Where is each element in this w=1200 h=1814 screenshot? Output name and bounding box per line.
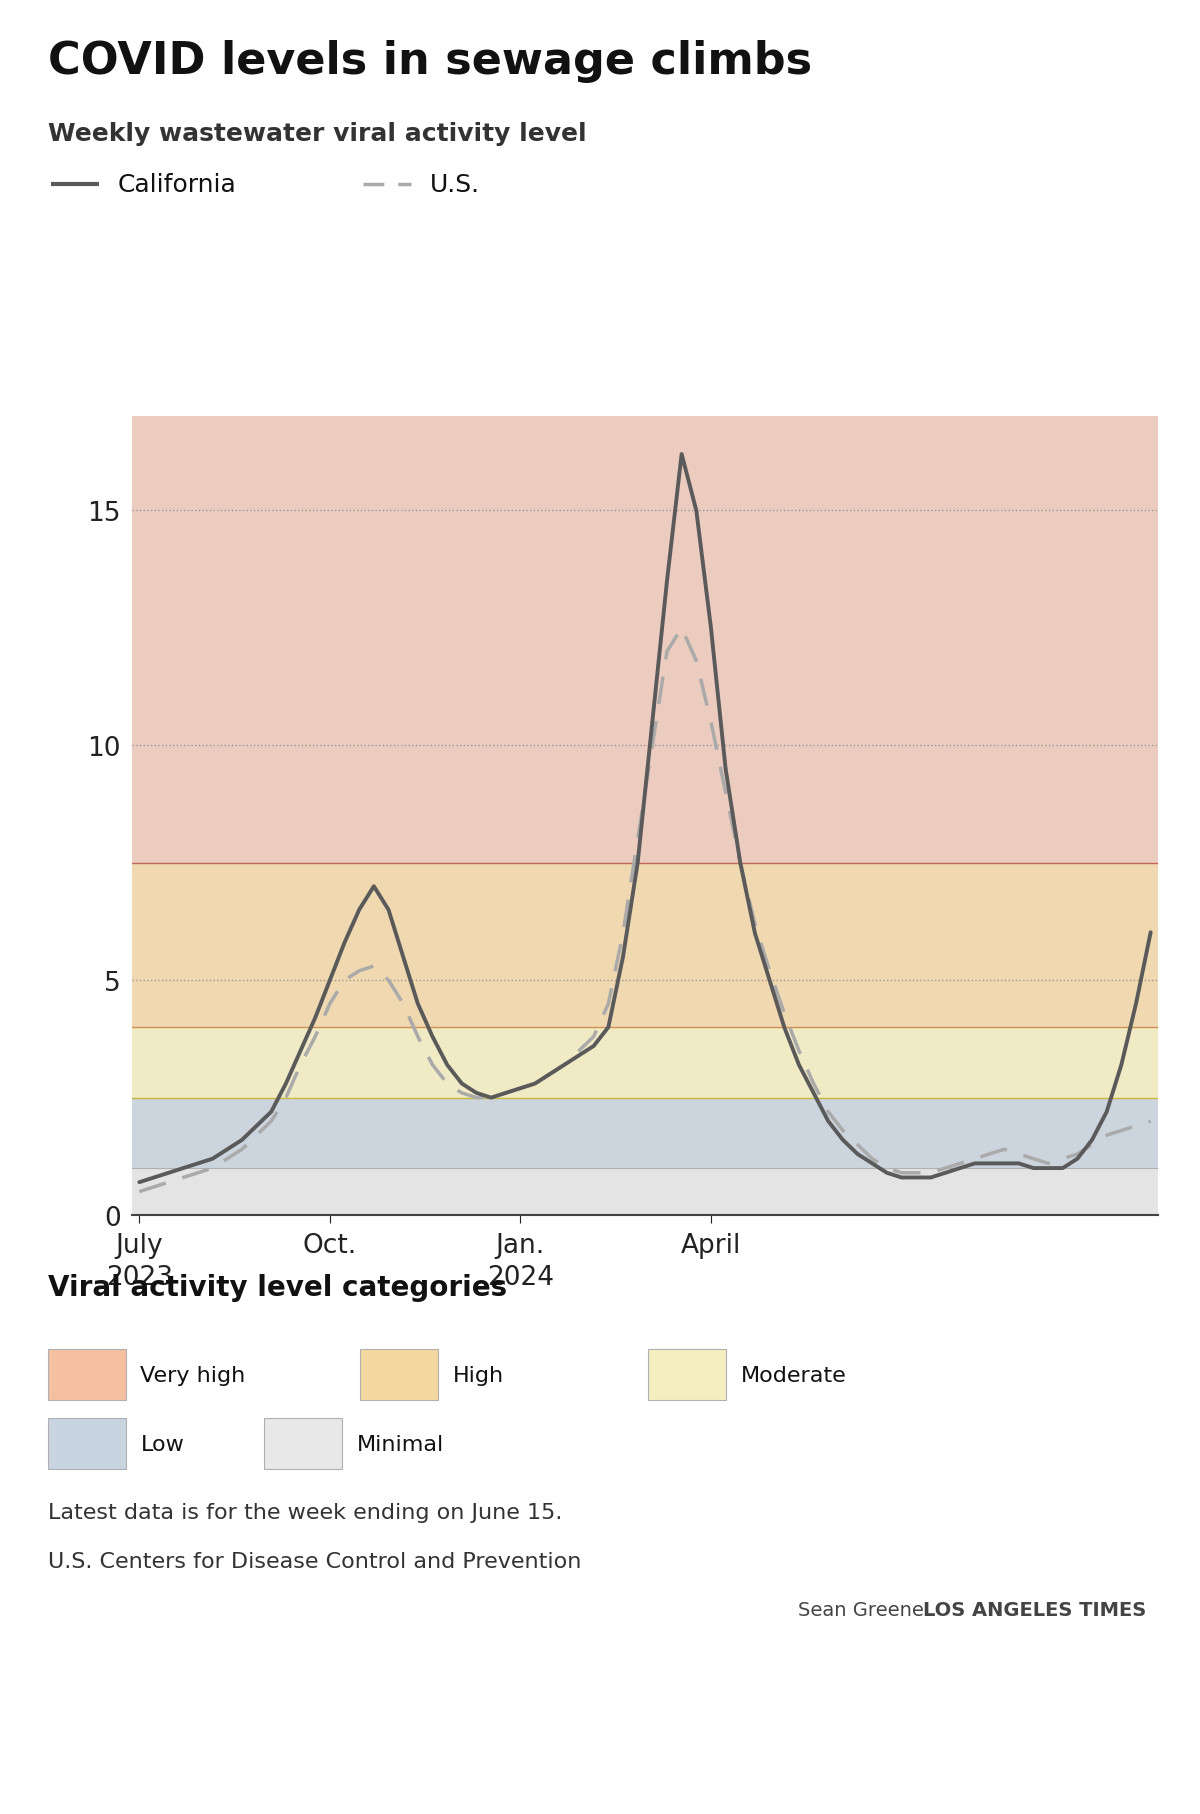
Text: Very high: Very high [140,1364,246,1386]
Text: Viral activity level categories: Viral activity level categories [48,1273,508,1301]
Text: California: California [118,172,236,198]
Bar [132,1168,1158,1215]
Text: U.S. Centers for Disease Control and Prevention: U.S. Centers for Disease Control and Pre… [48,1551,581,1571]
Text: Weekly wastewater viral activity level: Weekly wastewater viral activity level [48,122,587,145]
Bar [132,1097,1158,1168]
Text: LOS ANGELES TIMES: LOS ANGELES TIMES [923,1600,1146,1618]
Text: Moderate: Moderate [740,1364,846,1386]
Text: High: High [452,1364,504,1386]
Bar [132,417,1158,863]
Text: Minimal: Minimal [356,1433,444,1455]
Text: Low: Low [140,1433,185,1455]
Text: Latest data is for the week ending on June 15.: Latest data is for the week ending on Ju… [48,1502,563,1522]
Text: COVID levels in sewage climbs: COVID levels in sewage climbs [48,40,812,83]
Text: Sean Greene: Sean Greene [798,1600,924,1618]
Bar [132,1027,1158,1097]
Text: U.S.: U.S. [430,172,480,198]
Bar [132,863,1158,1027]
